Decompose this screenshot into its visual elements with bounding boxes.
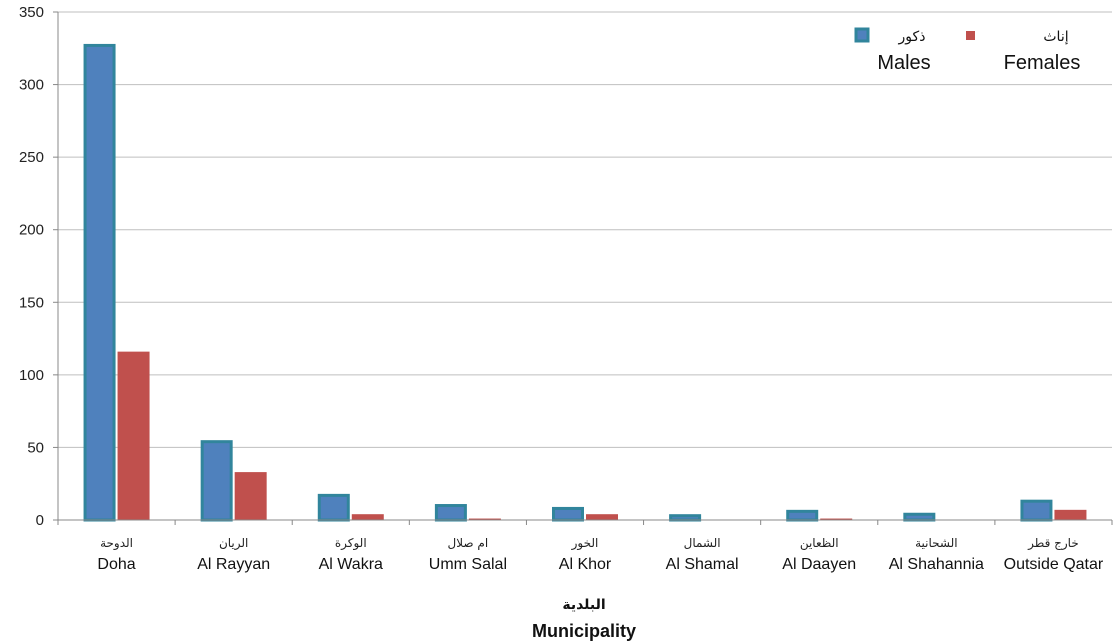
category-label-arabic: الوكرة <box>335 536 367 551</box>
x-axis-ticks <box>57 520 1113 525</box>
y-tick-label: 150 <box>19 294 44 311</box>
category-label: Al Wakra <box>319 556 383 573</box>
y-tick-label: 250 <box>19 149 44 166</box>
category-label-arabic: الخور <box>571 536 599 551</box>
bar-males-doha <box>83 43 116 522</box>
legend-label-males: Males <box>877 52 930 74</box>
category-label: Doha <box>97 556 135 573</box>
bar-males-umm-salal <box>434 504 467 522</box>
legend: ذكور Males إناث Females <box>854 27 1081 74</box>
y-tick-label: 50 <box>27 439 44 456</box>
x-axis-title-arabic: البلدية <box>562 597 605 613</box>
y-axis-ticks: 0 50 100 150 200 250 300 350 <box>19 4 58 529</box>
y-tick-label: 200 <box>19 222 44 239</box>
category-label-arabic: ام صلال <box>448 536 489 550</box>
category-labels: الدوحة Doha الريان Al Rayyan الوكرة Al Wakra ا… <box>97 536 1103 573</box>
bar-females-al-wakra <box>351 514 384 520</box>
category-label-arabic: الشمال <box>684 536 721 550</box>
bar-males-al-shamal <box>669 514 702 522</box>
gridlines <box>58 11 1112 448</box>
category-label: Umm Salal <box>429 556 507 573</box>
bar-females-al-khor <box>586 514 618 520</box>
bar-females-al-rayyan <box>234 472 267 520</box>
y-tick-label: 100 <box>19 367 44 384</box>
bar-females-al-daayen <box>820 518 853 520</box>
category-label-arabic: الشحانية <box>915 536 958 550</box>
legend-label-females: Females <box>1004 52 1081 74</box>
bar-females-outside-qatar <box>1054 509 1087 520</box>
category-label: Outside Qatar <box>1004 556 1104 573</box>
category-label: Al Shahannia <box>889 556 984 573</box>
bar-males-al-wakra <box>317 493 350 522</box>
category-label: Al Khor <box>559 556 612 573</box>
category-label: Al Daayen <box>782 556 856 573</box>
bar-males-al-rayyan <box>200 440 233 522</box>
category-label: Al Shamal <box>666 556 739 573</box>
legend-label-males-arabic: ذكور <box>898 29 926 45</box>
bar-females-doha <box>117 351 150 520</box>
x-axis-title: Municipality <box>532 621 636 641</box>
category-label-arabic: خارج قطر <box>1027 536 1079 551</box>
bar-males-outside-qatar <box>1020 499 1053 522</box>
category-label-arabic: الظعاين <box>800 536 839 551</box>
bar-males-al-shahannia <box>903 512 936 522</box>
category-label: Al Rayyan <box>197 556 270 573</box>
category-label-arabic: الريان <box>219 536 248 551</box>
bar-males-al-khor <box>552 506 584 522</box>
bar-males-al-daayen <box>786 509 819 522</box>
bars <box>83 43 1087 522</box>
legend-swatch-males <box>854 27 870 43</box>
bar-females-umm-salal <box>468 518 501 520</box>
category-label-arabic: الدوحة <box>100 536 133 551</box>
legend-label-females-arabic: إناث <box>1043 29 1068 45</box>
y-tick-label: 300 <box>19 77 44 94</box>
y-tick-label: 350 <box>19 4 44 21</box>
legend-swatch-females <box>966 31 975 40</box>
y-tick-label: 0 <box>36 512 44 529</box>
